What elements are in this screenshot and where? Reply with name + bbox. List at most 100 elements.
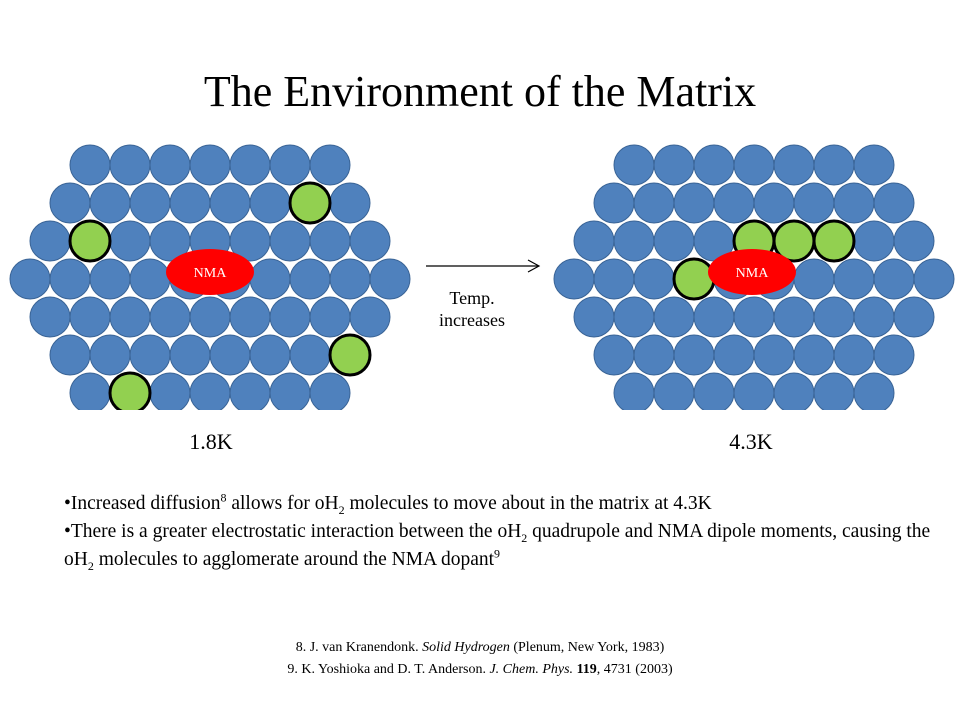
left-nma-label: NMA xyxy=(194,266,228,281)
left-matrix-molecule xyxy=(169,182,211,224)
right-matrix-molecule xyxy=(893,220,935,262)
slide-title: The Environment of the Matrix xyxy=(203,67,757,116)
left-matrix-molecule xyxy=(149,372,191,410)
left-matrix-molecule xyxy=(329,258,371,300)
reference-9: 9. K. Yoshioka and D. T. Anderson. J. Ch… xyxy=(287,662,673,677)
left-matrix-molecule xyxy=(289,334,331,376)
references: 8. J. van Kranendonk. Solid Hydrogen (Pl… xyxy=(0,637,960,681)
matrix-lattice-4-3k: NMA xyxy=(553,144,955,410)
right-matrix-molecule xyxy=(593,334,635,376)
right-matrix-molecule xyxy=(853,372,895,410)
right-matrix-molecule xyxy=(753,182,795,224)
left-matrix-molecule xyxy=(269,220,311,262)
left-matrix-molecule xyxy=(9,258,51,300)
right-matrix-molecule xyxy=(613,220,655,262)
right-matrix-molecule xyxy=(653,372,695,410)
right-matrix-molecule xyxy=(593,182,635,224)
right-matrix-molecule xyxy=(853,144,895,186)
left-nma-dopant: NMA xyxy=(166,249,254,295)
left-matrix-molecule xyxy=(89,258,131,300)
right-matrix-molecule xyxy=(773,296,815,338)
right-matrix-molecule xyxy=(813,144,855,186)
temperature-label-right: 4.3K xyxy=(729,429,773,454)
left-matrix-molecule xyxy=(89,182,131,224)
arrow-label-line2: increases xyxy=(439,310,505,330)
left-matrix-molecule xyxy=(69,372,111,410)
right-matrix-molecule xyxy=(833,334,875,376)
arrow-label: Temp. increases xyxy=(420,287,524,331)
left-matrix-molecule xyxy=(249,182,291,224)
left-matrix-molecule xyxy=(269,144,311,186)
right-matrix-molecule xyxy=(613,296,655,338)
temperature-label-left: 1.8K xyxy=(189,429,233,454)
left-matrix-molecule xyxy=(209,182,251,224)
matrix-lattice-1-8k: NMA xyxy=(9,144,411,410)
left-matrix-molecule xyxy=(229,296,271,338)
right-matrix-molecule xyxy=(833,182,875,224)
left-matrix-molecule xyxy=(129,182,171,224)
left-oh2-molecule xyxy=(108,371,152,410)
right-matrix-molecule xyxy=(873,334,915,376)
left-matrix-molecule xyxy=(89,334,131,376)
reference-8: 8. J. van Kranendonk. Solid Hydrogen (Pl… xyxy=(295,640,665,655)
left-matrix-molecule xyxy=(109,220,151,262)
right-matrix-molecule xyxy=(713,182,755,224)
left-matrix-molecule xyxy=(309,296,351,338)
left-matrix-molecule xyxy=(269,296,311,338)
left-matrix-molecule xyxy=(329,182,371,224)
arrow-label-line1: Temp. xyxy=(449,288,495,308)
right-matrix-molecule xyxy=(733,372,775,410)
left-oh2-molecule xyxy=(68,219,112,263)
right-matrix-molecule xyxy=(673,182,715,224)
left-matrix-molecule xyxy=(349,220,391,262)
right-matrix-molecule xyxy=(813,372,855,410)
right-matrix-molecule xyxy=(833,258,875,300)
right-matrix-molecule xyxy=(673,334,715,376)
right-matrix-molecule xyxy=(773,372,815,410)
left-matrix-molecule xyxy=(149,144,191,186)
bullet-list: •Increased diffusion8 allows for oH2 mol… xyxy=(64,490,944,574)
left-matrix-molecule xyxy=(49,182,91,224)
right-matrix-molecule xyxy=(653,144,695,186)
right-matrix-molecule xyxy=(733,296,775,338)
right-matrix-molecule xyxy=(733,144,775,186)
right-matrix-molecule xyxy=(633,258,675,300)
left-matrix-molecule xyxy=(49,258,91,300)
right-matrix-molecule xyxy=(633,334,675,376)
right-matrix-molecule xyxy=(613,372,655,410)
right-matrix-molecule xyxy=(653,296,695,338)
left-matrix-molecule xyxy=(49,334,91,376)
right-matrix-molecule xyxy=(653,220,695,262)
right-matrix-molecule xyxy=(853,220,895,262)
left-matrix-molecule xyxy=(189,296,231,338)
right-matrix-molecule xyxy=(793,334,835,376)
right-nma-dopant: NMA xyxy=(708,249,796,295)
left-matrix-molecule xyxy=(249,258,291,300)
left-oh2-molecule xyxy=(288,181,332,225)
right-matrix-molecule xyxy=(573,220,615,262)
right-matrix-molecule xyxy=(873,258,915,300)
right-oh2-molecule xyxy=(812,219,856,263)
left-matrix-molecule xyxy=(189,372,231,410)
left-matrix-molecule xyxy=(269,372,311,410)
right-matrix-molecule xyxy=(693,296,735,338)
left-matrix-molecule xyxy=(309,372,351,410)
left-matrix-molecule xyxy=(229,372,271,410)
right-matrix-molecule xyxy=(873,182,915,224)
right-matrix-molecule xyxy=(573,296,615,338)
right-matrix-molecule xyxy=(813,296,855,338)
left-matrix-molecule xyxy=(29,296,71,338)
left-matrix-molecule xyxy=(289,258,331,300)
left-matrix-molecule xyxy=(29,220,71,262)
right-matrix-molecule xyxy=(773,144,815,186)
right-matrix-molecule xyxy=(793,258,835,300)
left-matrix-molecule xyxy=(209,334,251,376)
right-nma-label: NMA xyxy=(736,266,770,281)
right-oh2-molecule xyxy=(672,257,716,301)
right-matrix-molecule xyxy=(793,182,835,224)
right-matrix-molecule xyxy=(753,334,795,376)
left-matrix-molecule xyxy=(69,144,111,186)
left-matrix-molecule xyxy=(129,258,171,300)
left-matrix-molecule xyxy=(249,334,291,376)
left-matrix-molecule xyxy=(69,296,111,338)
